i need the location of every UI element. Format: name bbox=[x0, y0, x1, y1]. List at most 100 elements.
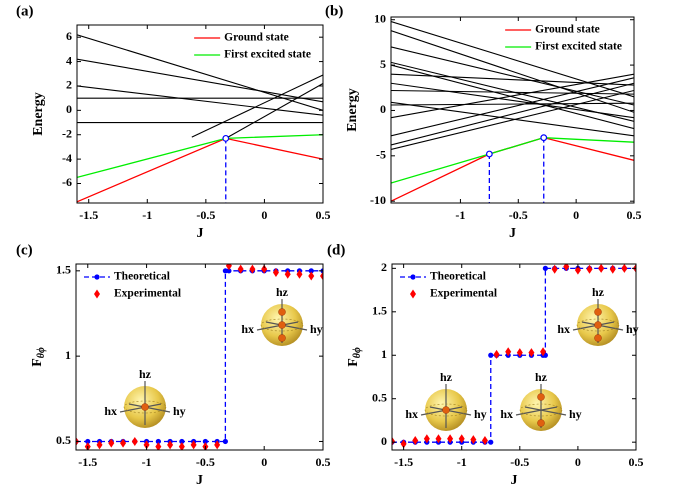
experimental-point bbox=[284, 269, 291, 279]
energy-level bbox=[391, 73, 634, 86]
experimental-point bbox=[392, 436, 395, 446]
axis-y bbox=[265, 321, 308, 331]
experimental-point bbox=[143, 440, 150, 450]
y-tick-label: -5 bbox=[376, 148, 386, 162]
legend-marker bbox=[94, 289, 100, 299]
axis-x bbox=[572, 321, 615, 331]
theory-point bbox=[222, 438, 228, 445]
x-tick-label: -1 bbox=[457, 455, 467, 469]
energy-level bbox=[391, 82, 634, 146]
y-tick-label: -10 bbox=[370, 193, 386, 207]
axis-y bbox=[429, 406, 472, 416]
y-tick-label: 1 bbox=[381, 347, 387, 361]
energy-level bbox=[391, 21, 634, 98]
y-tick-label: 0 bbox=[380, 102, 386, 116]
energy-level bbox=[391, 73, 634, 119]
axis-x bbox=[420, 406, 463, 416]
x-tick-label: -1.5 bbox=[394, 455, 413, 469]
experimental-point bbox=[225, 264, 232, 271]
energy-level bbox=[391, 77, 634, 137]
x-tick-label: -1.5 bbox=[79, 208, 98, 222]
experimental-point bbox=[412, 435, 419, 445]
energy-level bbox=[391, 101, 634, 137]
plot-area bbox=[392, 264, 636, 449]
x-tick-label: 0.5 bbox=[627, 208, 642, 222]
experimental-point bbox=[458, 434, 465, 444]
x-tick-label: -1.5 bbox=[78, 455, 97, 469]
panel: (c) J Fθϕ 0.5 1 1.5 -1.5 -1 -0.5 0 0.5 Theoretical E… bbox=[16, 242, 331, 488]
experimental-point bbox=[308, 271, 315, 281]
inset: hz hx hy bbox=[500, 370, 582, 431]
crossing-point bbox=[485, 150, 493, 158]
y-tick-label: 6 bbox=[66, 29, 72, 43]
axes-box bbox=[390, 16, 635, 204]
legend-marker bbox=[410, 274, 416, 280]
x-axis-label: J bbox=[511, 473, 518, 488]
x-tick-label: -0.5 bbox=[196, 208, 215, 222]
inset-label: hx bbox=[557, 322, 570, 336]
legend-marker bbox=[410, 289, 416, 299]
theory-point bbox=[542, 265, 548, 271]
energy-level bbox=[391, 82, 634, 119]
spin-dot bbox=[141, 403, 149, 411]
energy-level bbox=[391, 89, 634, 151]
axes-box bbox=[76, 24, 324, 204]
theory-point bbox=[202, 438, 208, 445]
experimental-point bbox=[249, 264, 256, 274]
y-tick-label: 1.5 bbox=[372, 304, 387, 318]
axis-x bbox=[515, 406, 558, 416]
inset-label: hx bbox=[500, 407, 513, 421]
experimental-point bbox=[586, 264, 593, 274]
axes-box bbox=[75, 263, 324, 451]
x-tick-label: 0 bbox=[261, 455, 267, 469]
inset: hz hx hy bbox=[405, 370, 487, 431]
inset-label: hy bbox=[173, 404, 186, 418]
energy-level bbox=[191, 74, 323, 138]
experimental-point bbox=[108, 438, 115, 448]
inset-label: hz bbox=[535, 370, 548, 384]
experimental-point bbox=[96, 440, 103, 450]
y-axis-label: Energy bbox=[345, 88, 360, 132]
experimental-point bbox=[261, 264, 268, 274]
inset-label: hy bbox=[474, 407, 487, 421]
experimental-point bbox=[493, 349, 500, 359]
theory-point bbox=[308, 268, 314, 274]
spin-dot bbox=[537, 419, 545, 427]
x-tick-label: -0.5 bbox=[510, 455, 529, 469]
y-axis-label-main: F bbox=[346, 358, 361, 367]
theory-point bbox=[85, 438, 91, 445]
energy-level bbox=[391, 46, 634, 106]
panel: (b) J Energy -10 -5 0 5 10 -1 -0.5 0 0.5 Ground stat… bbox=[325, 3, 642, 241]
spin-dot bbox=[537, 393, 545, 401]
experimental-point bbox=[178, 442, 185, 450]
theory-point bbox=[488, 352, 494, 358]
experimental-point bbox=[528, 348, 535, 358]
y-axis-label: Fθϕ bbox=[30, 347, 47, 367]
energy-level bbox=[77, 34, 323, 111]
x-tick-label: 0 bbox=[261, 208, 267, 222]
x-tick-label: -0.5 bbox=[196, 455, 215, 469]
legend: Ground state First excited state bbox=[194, 32, 311, 61]
experimental-point bbox=[516, 348, 523, 358]
spin-dot bbox=[594, 308, 602, 316]
theory-point bbox=[179, 438, 185, 445]
experimental-point bbox=[505, 347, 512, 357]
y-axis-label-main: F bbox=[30, 358, 45, 367]
axis-y bbox=[581, 321, 624, 331]
spin-dot bbox=[278, 321, 286, 329]
y-axis-label-sub: θϕ bbox=[352, 347, 363, 358]
theory-point bbox=[488, 439, 494, 445]
axis-x bbox=[256, 321, 299, 331]
inset: hz hx hy bbox=[557, 285, 639, 346]
spin-dot bbox=[278, 334, 286, 342]
y-axis-label: Fθϕ bbox=[346, 347, 363, 367]
axes-box bbox=[391, 263, 637, 451]
spin-dot bbox=[594, 321, 602, 329]
energy-level bbox=[77, 85, 323, 116]
spin-dot bbox=[594, 334, 602, 342]
y-axis-label-sub: θϕ bbox=[36, 347, 47, 358]
crossing-point bbox=[540, 134, 548, 142]
panel: (d) J Fθϕ 0 0.5 1 1.5 2 -1.5 -1 -0.5 0 0.5 Theoretica… bbox=[327, 242, 644, 488]
experimental-point bbox=[131, 436, 138, 446]
